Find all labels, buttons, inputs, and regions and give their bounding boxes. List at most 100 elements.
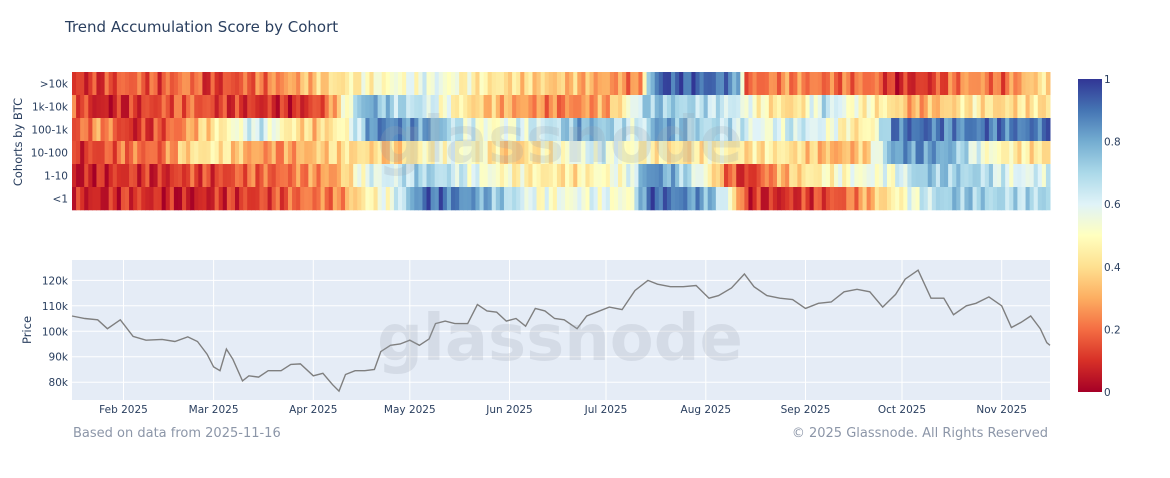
heatmap-cell: [206, 164, 212, 188]
heatmap-cell: [292, 187, 297, 211]
heatmap-cell: [247, 118, 252, 142]
heatmap-cell: [972, 164, 978, 188]
heatmap-cell: [613, 72, 619, 96]
heatmap-cell: [646, 72, 652, 96]
heatmap-cell: [235, 95, 240, 119]
heatmap-cell: [944, 118, 949, 142]
heatmap-cell: [275, 187, 281, 211]
heatmap-cell: [609, 141, 615, 165]
heatmap-cell: [874, 164, 880, 188]
heatmap-cell: [1029, 95, 1035, 119]
heatmap-cell: [630, 72, 635, 96]
heatmap-cell: [1013, 164, 1018, 188]
heatmap-cell: [736, 95, 741, 119]
heatmap-cell: [781, 118, 786, 142]
heatmap-cell: [781, 95, 786, 119]
heatmap-cell: [141, 164, 146, 188]
heatmap-cell: [1037, 141, 1043, 165]
heatmap-cell: [939, 95, 945, 119]
heatmap-cell: [129, 141, 134, 165]
heatmap-cell: [585, 72, 591, 96]
heatmap-cell: [369, 118, 375, 142]
heatmap-cell: [695, 164, 701, 188]
heatmap-cell: [426, 164, 432, 188]
heatmap-cell: [1033, 118, 1039, 142]
heatmap-cell: [776, 95, 782, 119]
heatmap-cell: [605, 141, 611, 165]
heatmap-cell: [442, 95, 448, 119]
heatmap-cell: [161, 187, 167, 211]
heatmap-cell: [459, 95, 464, 119]
heatmap-cell: [613, 141, 619, 165]
heatmap-cell: [520, 72, 525, 96]
heatmap-cell: [259, 187, 265, 211]
heatmap-cell: [475, 141, 481, 165]
heatmap-cell: [120, 187, 126, 211]
heatmap-cell: [923, 164, 929, 188]
heatmap-cell: [263, 95, 269, 119]
heatmap-cell: [618, 95, 623, 119]
heatmap-cell: [593, 164, 599, 188]
heatmap-cell: [1005, 118, 1010, 142]
heatmap-cell: [84, 72, 89, 96]
heatmap-cell: [988, 141, 994, 165]
heatmap-cell: [695, 95, 701, 119]
heatmap-cell: [202, 95, 207, 119]
heatmap-cell: [292, 118, 297, 142]
heatmap-cell: [776, 72, 782, 96]
heatmap-cell: [536, 72, 542, 96]
heatmap-cell: [768, 164, 774, 188]
heatmap-row-label: >10k: [40, 79, 69, 91]
heatmap-cell: [589, 164, 595, 188]
heatmap-cell: [683, 118, 688, 142]
heatmap-cell: [267, 95, 273, 119]
heatmap-cell: [100, 95, 106, 119]
heatmap-cell: [915, 187, 921, 211]
heatmap-cell: [976, 95, 982, 119]
heatmap-cell: [719, 118, 725, 142]
heatmap-cell: [487, 141, 493, 165]
heatmap-cell: [776, 164, 782, 188]
heatmap-cell: [548, 72, 554, 96]
heatmap-cell: [813, 95, 819, 119]
heatmap-cell: [377, 95, 383, 119]
price-y-tick-label: 100k: [42, 326, 69, 338]
heatmap-cell: [854, 72, 859, 96]
heatmap-cell: [332, 187, 338, 211]
price-x-tick-label: Mar 2025: [189, 404, 239, 416]
heatmap-cell: [919, 187, 925, 211]
heatmap-cell: [984, 164, 990, 188]
heatmap-cell: [499, 118, 505, 142]
heatmap-cell: [393, 141, 399, 165]
heatmap-cell: [821, 118, 827, 142]
heatmap-cell: [805, 164, 811, 188]
heatmap-cell: [605, 187, 611, 211]
heatmap-cell: [283, 141, 289, 165]
heatmap-cell: [414, 95, 419, 119]
heatmap-cell: [968, 187, 974, 211]
heatmap-cell: [666, 95, 672, 119]
heatmap-cell: [503, 164, 509, 188]
heatmap-cell: [1045, 95, 1051, 119]
heatmap-cell: [169, 141, 175, 165]
heatmap-cell: [736, 118, 741, 142]
heatmap-cell: [642, 164, 648, 188]
heatmap-cell: [781, 164, 786, 188]
heatmap-cell: [251, 141, 256, 165]
heatmap-cell: [508, 95, 513, 119]
heatmap-cell: [304, 95, 309, 119]
heatmap-cell: [512, 118, 517, 142]
heatmap-cell: [768, 95, 774, 119]
heatmap-cell: [410, 164, 415, 188]
heatmap-cell: [76, 72, 81, 96]
heatmap-cell: [218, 164, 224, 188]
heatmap-cell: [450, 72, 456, 96]
heatmap-cell: [463, 118, 468, 142]
heatmap-cell: [952, 118, 957, 142]
heatmap-cell: [369, 141, 375, 165]
heatmap-cell: [243, 187, 248, 211]
heatmap-cell: [340, 95, 346, 119]
heatmap-cell: [438, 118, 444, 142]
heatmap-cell: [271, 72, 277, 96]
heatmap-cell: [842, 187, 847, 211]
